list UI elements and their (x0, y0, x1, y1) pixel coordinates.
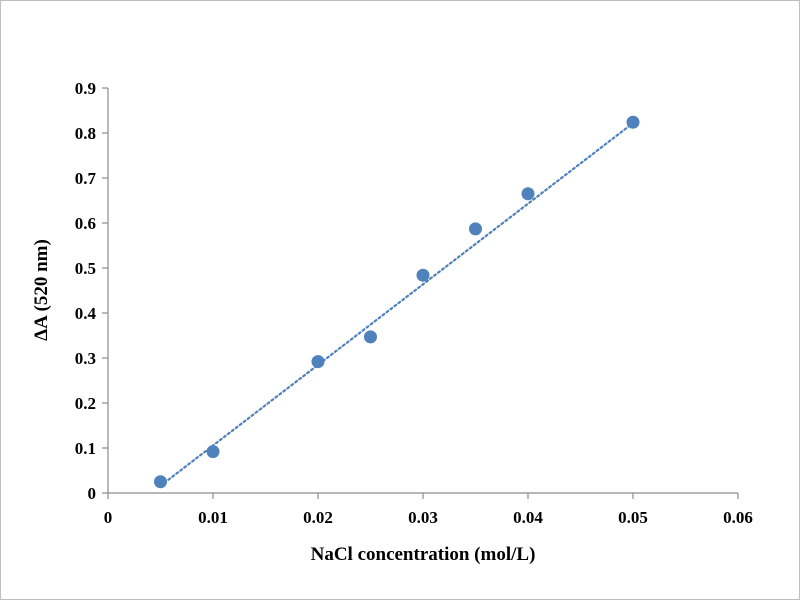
axes (102, 87, 739, 499)
y-tick-label: 0.8 (75, 124, 96, 143)
tick-labels: 0 0.1 0.2 0.3 0.4 0.5 0.6 0.7 0.8 0.9 0 0.01 0.02 0.0… (75, 79, 753, 527)
x-axis-title: NaCl concentration (mol/L) (311, 544, 536, 565)
y-axis-title: ΔA (520 nm) (31, 239, 52, 341)
x-tick-label: 0 (104, 508, 113, 527)
x-tick-label: 0.04 (513, 508, 543, 527)
y-tick-label: 0 (88, 484, 97, 503)
x-tick-label: 0.06 (723, 508, 753, 527)
y-tick-label: 0.7 (75, 169, 97, 188)
data-point (521, 187, 535, 201)
trendline (159, 121, 635, 487)
y-tick-label: 0.5 (75, 259, 96, 278)
data-point (364, 330, 377, 344)
y-tick-label: 0.9 (75, 79, 96, 98)
y-tick-label: 0.3 (75, 349, 96, 368)
x-tick-label: 0.03 (408, 508, 438, 527)
y-tick-label: 0.2 (75, 394, 96, 413)
trendline-group (159, 121, 635, 487)
data-point (206, 445, 220, 459)
y-tick-label: 0.4 (75, 304, 97, 323)
data-point (469, 222, 482, 236)
data-point (416, 268, 430, 282)
data-point (626, 115, 640, 129)
x-tick-label: 0.01 (198, 508, 228, 527)
data-points (154, 115, 640, 489)
data-point (311, 355, 325, 369)
y-tick-label: 0.6 (75, 214, 96, 233)
data-point (154, 475, 167, 489)
x-tick-label: 0.05 (618, 508, 648, 527)
y-tick-label: 0.1 (75, 439, 96, 458)
x-tick-label: 0.02 (303, 508, 333, 527)
